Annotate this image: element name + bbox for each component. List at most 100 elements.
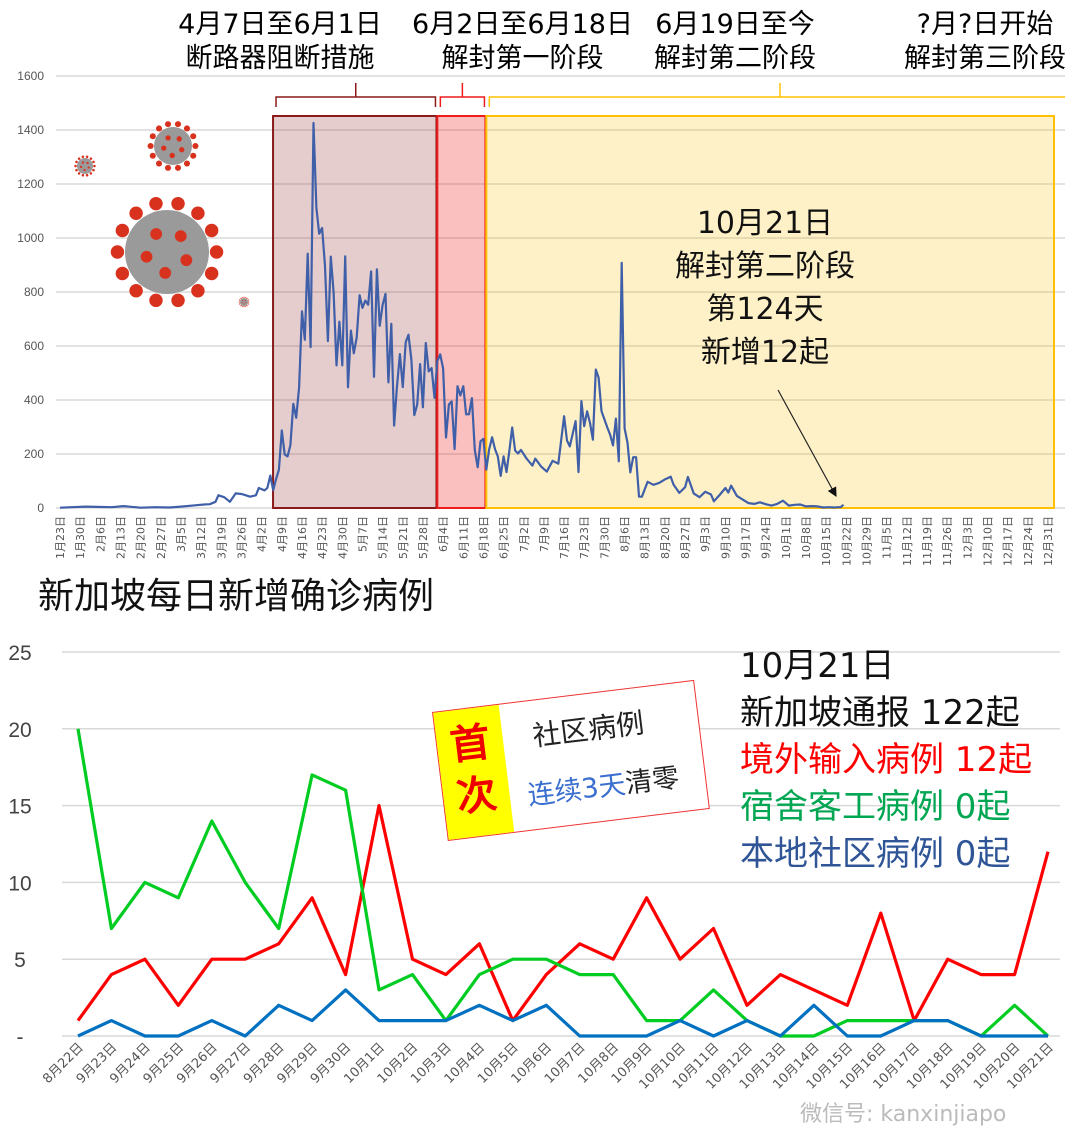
x-tick-label: 12月24日	[1022, 516, 1035, 566]
virus-spike	[239, 303, 241, 305]
virus-dot	[243, 303, 245, 305]
virus-icon	[74, 155, 96, 177]
x-tick-label: 4月16日	[296, 516, 309, 559]
virus-spike	[155, 125, 163, 132]
period-bracket	[439, 83, 486, 107]
virus-spike	[85, 155, 89, 159]
series-line-2	[77, 988, 1048, 1038]
annotation-day: 第124天	[706, 292, 824, 327]
period-bracket	[275, 83, 437, 107]
y-tick-label: 5	[14, 949, 26, 972]
virus-dot	[86, 161, 89, 165]
x-tick-label: 10月22日	[840, 516, 853, 566]
x-tick-label: 9月10日	[719, 516, 732, 559]
x-tick-label: 1月23日	[54, 516, 67, 559]
x-tick-label: 6月25日	[498, 516, 511, 559]
virus-spike	[190, 152, 197, 159]
callout-line2: 连续3天清零	[525, 756, 681, 813]
legend-date: 10月21日	[740, 646, 895, 686]
phase-circuit-breaker: 4月7日至6月1日 断路器阻断措施	[170, 8, 390, 76]
legend-imported: 境外输入病例 12起	[740, 740, 1033, 780]
virus-dot	[150, 228, 163, 240]
callout-first: 首次	[433, 704, 515, 840]
x-tick-label: 11月5日	[881, 516, 894, 559]
x-tick-label: 12月31日	[1042, 516, 1055, 566]
virus-spike	[174, 121, 182, 128]
virus-dot	[180, 254, 193, 267]
y-tick-label: -	[17, 1026, 24, 1049]
virus-dot	[169, 152, 175, 159]
x-tick-label: 6月11日	[457, 516, 470, 559]
x-tick-label: 10月8日	[800, 516, 813, 559]
phase-1: 6月2日至6月18日 解封第一阶段	[405, 8, 640, 76]
virus-spike	[190, 133, 197, 140]
virus-spike	[242, 305, 244, 308]
virus-spike	[171, 293, 185, 308]
virus-spike	[149, 152, 156, 159]
x-tick-label: 3月5日	[175, 516, 188, 552]
annotation-arrow	[777, 389, 837, 498]
y-tick-label: 10	[8, 872, 31, 895]
y-tick-label: 400	[24, 393, 44, 407]
virus-spike	[155, 160, 163, 167]
period-bracket	[488, 83, 1065, 107]
virus-spike	[240, 297, 242, 299]
x-tick-label: 12月3日	[961, 516, 974, 559]
y-tick-label: 25	[8, 642, 31, 665]
x-tick-label: 3月19日	[215, 516, 228, 559]
x-tick-label: 7月23日	[578, 516, 591, 559]
x-tick-label: 5月14日	[377, 516, 390, 559]
x-tick-label: 7月30日	[598, 516, 611, 559]
x-tick-label: 3月26日	[235, 516, 248, 559]
virus-spike	[248, 301, 250, 303]
series-line-1	[76, 728, 1050, 1038]
virus-spike	[92, 160, 95, 164]
virus-dot	[161, 145, 167, 151]
virus-spike	[77, 172, 81, 175]
virus-spike	[147, 142, 154, 150]
y-tick-label: 15	[8, 796, 31, 819]
x-tick-label: 5月21日	[397, 516, 410, 559]
virus-spike	[89, 172, 93, 175]
virus-spike	[77, 157, 81, 160]
virus-spike	[85, 173, 89, 177]
virus-dot	[81, 161, 85, 164]
virus-dot	[140, 250, 153, 263]
virus-body	[154, 127, 192, 165]
virus-spike	[164, 164, 172, 171]
x-tick-label: 7月16日	[558, 516, 571, 559]
x-tick-label: 11月19日	[921, 516, 934, 566]
x-tick-label: 6月4日	[437, 516, 450, 552]
x-tick-label: 8月13日	[639, 516, 652, 559]
annotation-phase: 解封第二阶段	[675, 249, 855, 284]
x-tick-label: 10月29日	[861, 516, 874, 566]
x-tick-label: 12月10日	[982, 516, 995, 566]
virus-spike	[75, 160, 78, 164]
virus-dot	[241, 301, 243, 304]
breakdown-chart: -5101520258月22日9月23日9月24日9月25日9月26日9月27日…	[8, 642, 1060, 1093]
x-tick-label: 4月9日	[276, 516, 289, 552]
x-tick-label: 8月6日	[619, 516, 632, 552]
y-tick-label: 1400	[17, 123, 44, 137]
x-tick-label: 11月26日	[941, 516, 954, 566]
virus-spike	[174, 164, 182, 171]
virus-spike	[246, 305, 248, 307]
x-tick-label: 4月30日	[336, 516, 349, 559]
virus-body	[125, 210, 209, 294]
virus-dot	[174, 230, 187, 243]
x-tick-label: 9月3日	[699, 516, 712, 552]
x-tick-label: 10月1日	[780, 516, 793, 559]
x-tick-label: 9月17日	[740, 516, 753, 559]
x-tick-label: 6月18日	[477, 516, 490, 559]
virus-spike	[89, 157, 93, 160]
x-tick-label: 4月23日	[316, 516, 329, 559]
virus-icon	[238, 296, 250, 308]
virus-spike	[191, 206, 205, 220]
virus-spike	[204, 266, 219, 281]
phase-dates: 4月7日至6月1日	[178, 9, 382, 40]
y-tick-label: 800	[24, 285, 44, 299]
x-tick-label: 8月27日	[679, 516, 692, 559]
virus-spike	[238, 301, 240, 303]
virus-spike	[171, 196, 185, 211]
legend-total: 新加坡通报 122起	[740, 693, 1020, 733]
